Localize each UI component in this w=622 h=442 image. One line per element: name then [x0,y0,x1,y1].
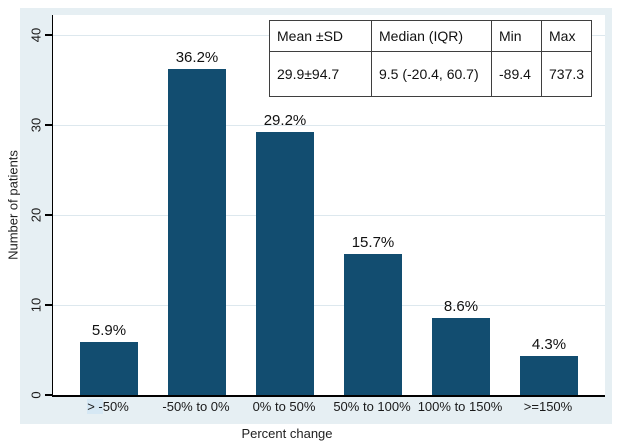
bar-value-label: 5.9% [91,321,127,339]
y-tick [45,124,52,126]
bar-value-label: 4.3% [531,336,567,354]
bar-value-label: 29.2% [263,112,307,130]
gridline [53,214,605,216]
bar [344,253,402,395]
stats-header-cell: Max [541,20,592,52]
bar-slot: 8.6% [417,15,505,395]
stats-value-cell: -89.4 [491,51,542,97]
bar [432,317,490,395]
stats-value-cell: 737.3 [541,51,592,97]
y-tick [45,34,52,36]
stats-table-header-row: Mean ±SD Median (IQR) Min Max [269,20,592,52]
x-category-label: > -50% [64,399,152,414]
bar-slot: 29.2% [241,15,329,395]
gridline [53,124,605,126]
x-category-label: 100% to 150% [417,399,503,414]
x-category-label: 50% to 100% [333,399,411,414]
y-tick-label: 0 [28,391,44,399]
bar-slot: 4.3% [505,15,593,395]
stats-header-cell: Median (IQR) [371,20,492,52]
y-tick-label: 20 [28,207,44,223]
y-tick-label: 30 [28,117,44,133]
x-category-label: >=150% [523,399,573,414]
y-axis-title: Number of patients [5,150,21,260]
stats-table: Mean ±SD Median (IQR) Min Max 29.9±94.7 9.5 … [269,20,592,97]
stats-header-cell: Min [491,20,542,52]
x-category-highlight: > - [87,399,103,414]
bar-value-label: 15.7% [351,233,395,251]
stats-table-value-row: 29.9±94.7 9.5 (-20.4, 60.7) -89.4 737.3 [269,51,592,97]
x-category-label: 0% to 50% [252,399,316,414]
bar [80,341,138,395]
y-tick-label: 40 [28,27,44,43]
x-axis-title: Percent change [241,426,333,441]
y-tick [45,214,52,216]
x-axis-categories: > -50% -50% to 0% 0% to 50% 50% to 100% 100%… [52,399,604,414]
stats-value-cell: 29.9±94.7 [269,51,372,97]
bar-slot: 15.7% [329,15,417,395]
y-tick [45,304,52,306]
bar [168,69,226,395]
stats-value-cell: 9.5 (-20.4, 60.7) [371,51,492,97]
bars-row: 5.9% 36.2% 29.2% 15.7% 8.6% 4.3% [53,15,605,395]
bar-value-label: 8.6% [443,297,479,315]
x-category-text: 50% [102,399,129,414]
y-tick [45,394,52,396]
stats-header-cell: Mean ±SD [269,20,372,52]
bar [520,356,578,395]
bar-slot: 36.2% [153,15,241,395]
x-category-label: -50% to 0% [162,399,230,414]
bar-value-label: 36.2% [175,49,219,67]
bar [256,132,314,395]
y-tick-label: 10 [28,297,44,313]
gridline [53,304,605,306]
bar-slot: 5.9% [65,15,153,395]
